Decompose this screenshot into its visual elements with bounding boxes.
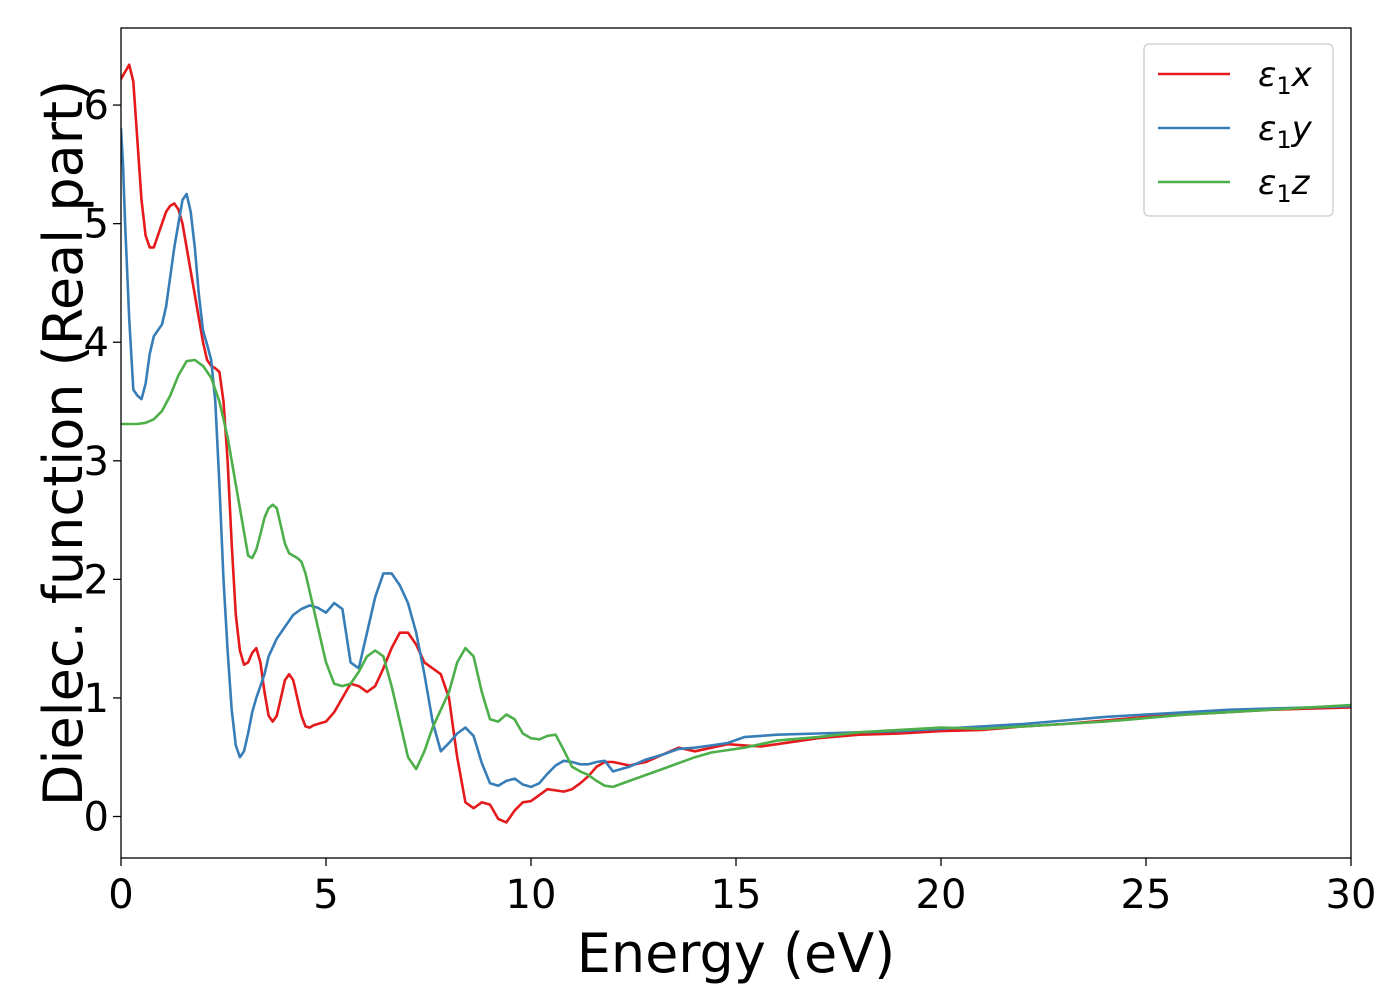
y-axis-label: Dielec. function (Real part)	[32, 80, 95, 806]
y-tick-label: 6	[84, 83, 109, 129]
series-line-3	[121, 358, 1351, 789]
x-tick-label: 15	[711, 872, 762, 918]
x-tick-label: 5	[313, 872, 338, 918]
x-tick-label: 10	[506, 872, 557, 918]
x-axis-ticks: 0 5 10 15 20 25 30	[108, 858, 1376, 918]
legend-label-1: ε1x	[1258, 55, 1313, 100]
y-tick-label: 5	[84, 202, 109, 248]
y-tick-label: 2	[84, 557, 109, 603]
y-tick-label: 1	[84, 676, 109, 722]
series-line-1	[121, 63, 1351, 824]
legend: ε1x ε1y ε1z	[1143, 43, 1334, 217]
legend-box	[1143, 43, 1334, 217]
plot-series-group	[121, 63, 1351, 824]
x-tick-label: 25	[1121, 872, 1172, 918]
y-axis-ticks: 0 1 2 3 4 5 6	[84, 83, 121, 841]
legend-label-3: ε1z	[1258, 163, 1311, 208]
x-tick-label: 20	[916, 872, 967, 918]
y-tick-label: 0	[84, 795, 109, 841]
x-tick-label: 0	[108, 872, 133, 918]
y-tick-label: 3	[84, 439, 109, 485]
series-line-2	[121, 127, 1351, 789]
y-tick-label: 4	[84, 320, 109, 366]
x-tick-label: 30	[1326, 872, 1377, 918]
legend-label-2: ε1y	[1258, 109, 1313, 154]
x-axis-label: Energy (eV)	[577, 922, 896, 985]
